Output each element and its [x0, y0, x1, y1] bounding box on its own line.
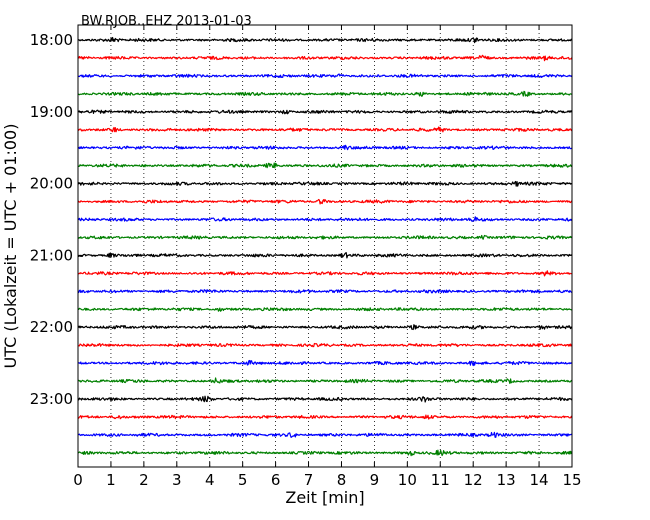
x-tick-label: 4	[205, 471, 215, 489]
x-tick-label: 10	[398, 471, 417, 489]
trace-row	[77, 198, 573, 205]
y-tick-label: 21:00	[30, 246, 73, 264]
x-tick-label: 0	[73, 471, 83, 489]
x-tick-label: 14	[530, 471, 549, 489]
x-tick-label: 1	[106, 471, 116, 489]
x-tick-label: 7	[304, 471, 314, 489]
x-tick-label: 3	[172, 471, 182, 489]
trace-row	[77, 144, 573, 151]
x-axis-label: Zeit [min]	[285, 488, 364, 507]
x-tick-label: 2	[139, 471, 149, 489]
trace-row	[77, 180, 573, 187]
y-tick-label: 19:00	[30, 103, 73, 121]
trace-row	[77, 377, 573, 385]
trace-row	[77, 414, 573, 420]
trace-row	[77, 162, 573, 169]
trace-row	[77, 342, 573, 348]
x-tick-label: 6	[271, 471, 281, 489]
trace-row	[77, 109, 573, 115]
trace-row	[77, 431, 573, 438]
x-tick-label: 8	[337, 471, 347, 489]
x-tick-label: 11	[431, 471, 450, 489]
trace-row	[77, 324, 573, 331]
y-tick-label: 18:00	[30, 31, 73, 49]
trace-row	[77, 126, 573, 133]
trace-row	[77, 270, 573, 277]
x-tick-label: 15	[562, 471, 581, 489]
trace-row	[77, 54, 573, 62]
trace-row	[77, 36, 573, 44]
tick-labels: 0 1 2 3 4 5 6 7 8 9 10 11 12 13 14 1518:0019:0020:0021:…	[30, 31, 582, 489]
trace-row	[77, 73, 573, 79]
trace-row	[77, 307, 573, 312]
trace-row	[77, 449, 573, 457]
x-tick-label: 5	[238, 471, 248, 489]
y-tick-label: 23:00	[30, 390, 73, 408]
y-tick-label: 20:00	[30, 175, 73, 193]
plot-frame	[77, 24, 573, 468]
x-tick-label: 9	[370, 471, 380, 489]
seismogram-traces	[77, 36, 573, 457]
trace-row	[77, 90, 573, 97]
trace-row	[77, 289, 573, 294]
x-tick-label: 13	[497, 471, 516, 489]
y-axis-label: UTC (Lokalzeit = UTC + 01:00)	[1, 124, 20, 369]
grid-lines	[110, 25, 540, 467]
axes	[77, 24, 573, 468]
trace-row	[77, 359, 573, 367]
trace-row	[77, 251, 573, 259]
trace-row	[77, 395, 573, 403]
trace-row	[77, 216, 573, 222]
x-tick-label: 12	[464, 471, 483, 489]
y-tick-label: 22:00	[30, 318, 73, 336]
chart-title: BW.RJOB..EHZ 2013-01-03	[81, 14, 252, 29]
trace-row	[77, 234, 573, 240]
